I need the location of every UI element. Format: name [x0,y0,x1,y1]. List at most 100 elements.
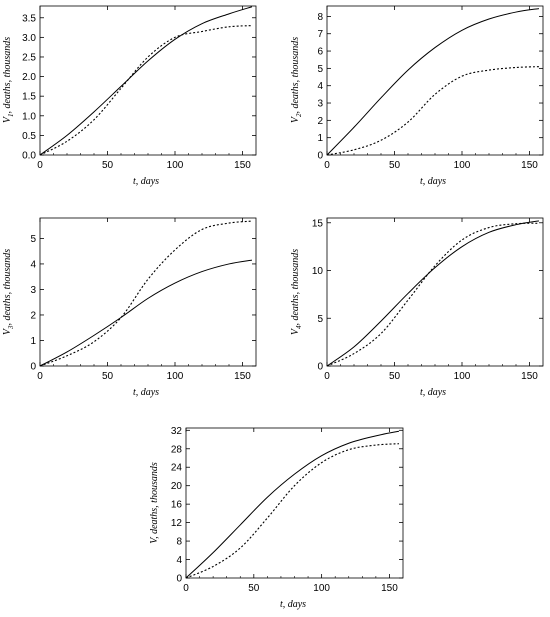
x-tick-label: 50 [389,371,401,382]
y-tick-label: 4 [30,259,36,270]
y-axis-label-subscript: 1 [7,114,15,118]
x-tick-label: 0 [324,160,330,171]
y-tick-label: 0 [176,574,182,585]
y-axis-label: V1, deaths, thousands [2,37,15,123]
series-line-dotted [185,443,399,579]
y-tick-label: 2.0 [22,72,36,83]
y-tick-label: 3 [30,285,36,296]
x-tick-label: 50 [248,583,260,594]
chart-panel-v4: 0 50 100 150 0 5 10 15 t, days V4, deaths, thousa… [290,217,544,398]
y-tick-label: 32 [171,426,183,437]
x-axis-label: t, days [133,387,159,398]
y-tick-label: 1.0 [22,111,36,122]
y-axis-label-symbol: V [149,536,160,544]
plot-frame [185,427,404,579]
y-tick-label: 0 [30,362,36,373]
x-tick-label: 150 [234,160,251,171]
y-tick-label: 12 [171,518,183,529]
y-tick-label: 4 [317,81,323,92]
y-tick-label: 3 [317,99,323,110]
y-tick-label: 2 [30,310,36,321]
y-tick-label: 6 [317,47,323,58]
y-tick-label: 3.5 [22,13,36,24]
y-tick-label: 5 [317,314,323,325]
y-tick-label: 1 [30,336,36,347]
x-tick-label: 0 [183,583,189,594]
y-axis-label-symbol: V [2,115,13,123]
y-tick-label: 16 [171,500,183,511]
y-axis-label-subscript: 4 [295,325,303,329]
x-tick-label: 50 [102,371,114,382]
y-axis-label: V2, deaths, thousands [290,37,303,123]
y-tick-label: 0.5 [22,131,36,142]
series-line-dotted [39,220,252,367]
x-tick-label: 100 [454,160,471,171]
y-axis-label-symbol: V [290,115,301,123]
y-tick-label: 7 [317,29,323,40]
y-tick-label: 8 [176,537,182,548]
y-tick-label: 0 [317,151,323,162]
x-tick-label: 150 [521,160,538,171]
series-line-solid [39,6,253,156]
y-tick-label: 1.5 [22,92,36,103]
y-axis-label: V4, deaths, thousands [290,249,303,335]
series-line-dotted [326,222,539,367]
y-tick-label: 2.5 [22,52,36,63]
plot-frame [326,217,544,367]
y-tick-label: 4 [176,555,182,566]
x-tick-label: 100 [454,371,471,382]
chart-panel-v-total: 0 50 100 150 0 4 8 12 16 20 24 28 32 t, days V, deaths… [149,426,404,610]
x-axis-label: t, days [133,176,159,187]
y-axis-label-subscript: 2 [295,113,303,117]
series-line-solid [39,259,253,367]
x-tick-label: 0 [37,160,43,171]
x-tick-label: 50 [389,160,401,171]
y-tick-label: 15 [312,218,324,229]
y-axis-label-text: , deaths, thousands [149,462,160,539]
y-tick-label: 28 [171,444,183,455]
y-tick-label: 1 [317,133,323,144]
y-tick-label: 0.0 [22,151,36,162]
y-axis-label: V, deaths, thousands [149,462,160,544]
y-axis-label-text: , deaths, thousands [290,249,301,326]
series-line-solid [185,430,400,579]
y-tick-label: 5 [317,64,323,75]
x-tick-label: 100 [167,160,184,171]
y-tick-label: 3.0 [22,33,36,44]
x-axis-label: t, days [280,599,306,610]
series-line-solid [326,220,540,367]
y-tick-label: 20 [171,481,183,492]
x-tick-label: 150 [234,371,251,382]
x-tick-label: 50 [102,160,114,171]
x-tick-label: 0 [37,371,43,382]
y-axis-label-symbol: V [290,327,301,335]
x-tick-label: 150 [381,583,398,594]
y-axis-label-text: , deaths, thousands [2,249,13,326]
y-tick-label: 24 [171,463,183,474]
plot-frame [39,5,257,156]
y-tick-label: 10 [312,266,324,277]
y-axis-label-symbol: V [2,327,13,335]
chart-panel-v1: 0 50 100 150 0.0 0.5 1.0 1.5 2.0 2.5 3.0 3.5 t, days… [2,5,257,187]
x-axis-label: t, days [420,176,446,187]
plot-frame [326,5,544,156]
x-tick-label: 100 [313,583,330,594]
y-axis-label-text: , deaths, thousands [290,37,301,114]
x-axis-label: t, days [420,387,446,398]
plot-frame [39,217,257,367]
y-tick-label: 5 [30,234,36,245]
series-line-dotted [39,25,252,156]
x-tick-label: 0 [324,371,330,382]
y-axis-label: V3, deaths, thousands [2,249,15,335]
y-axis-label-subscript: 3 [7,325,15,330]
x-tick-label: 150 [521,371,538,382]
x-tick-label: 100 [167,371,184,382]
y-tick-label: 2 [317,116,323,127]
y-tick-label: 8 [317,12,323,23]
y-tick-label: 0 [317,362,323,373]
series-line-solid [326,8,540,156]
series-line-dotted [326,66,539,156]
